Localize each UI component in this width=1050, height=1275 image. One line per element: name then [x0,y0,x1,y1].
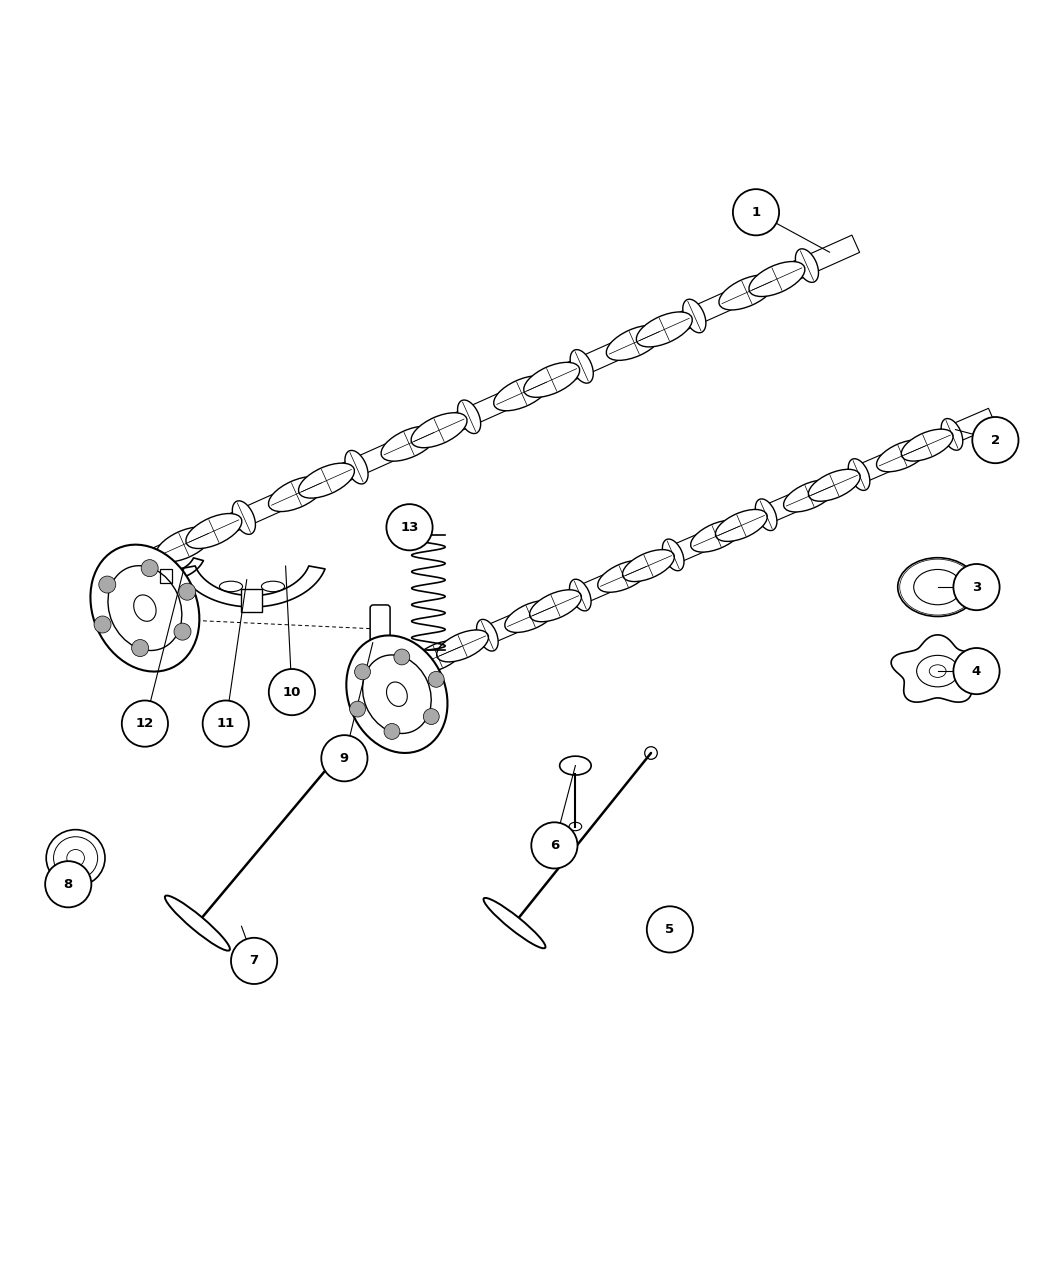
Ellipse shape [186,514,242,548]
Circle shape [386,504,433,551]
Text: 6: 6 [550,839,559,852]
Polygon shape [178,566,326,607]
Text: 7: 7 [250,955,258,968]
Circle shape [203,700,249,747]
Ellipse shape [682,300,706,333]
Text: 1: 1 [752,205,760,219]
Polygon shape [369,408,996,694]
Ellipse shape [437,630,488,662]
Ellipse shape [691,520,742,552]
Circle shape [94,616,111,632]
Ellipse shape [524,362,580,398]
Ellipse shape [412,413,467,448]
Text: 11: 11 [216,717,235,731]
Ellipse shape [381,426,437,462]
Polygon shape [128,558,204,580]
Ellipse shape [90,544,200,672]
Circle shape [953,648,1000,694]
Circle shape [531,822,578,868]
Ellipse shape [529,590,582,622]
Ellipse shape [808,469,860,501]
Ellipse shape [505,601,556,632]
Ellipse shape [483,898,546,949]
Circle shape [394,649,410,664]
Circle shape [141,560,159,576]
Ellipse shape [494,376,549,411]
Ellipse shape [165,895,230,951]
Text: 13: 13 [400,520,419,534]
Ellipse shape [749,261,805,297]
Ellipse shape [783,479,836,513]
Ellipse shape [901,430,953,462]
FancyBboxPatch shape [160,569,172,584]
Ellipse shape [796,249,819,282]
Ellipse shape [124,550,147,583]
Circle shape [178,583,195,601]
Ellipse shape [877,440,928,472]
Ellipse shape [477,620,498,652]
Ellipse shape [345,450,369,484]
Circle shape [45,861,91,908]
Ellipse shape [719,275,775,310]
Circle shape [384,723,400,740]
Ellipse shape [636,312,692,347]
Ellipse shape [458,400,481,434]
Polygon shape [101,235,860,588]
Circle shape [122,700,168,747]
Ellipse shape [941,418,963,450]
Ellipse shape [606,325,663,361]
Text: 4: 4 [972,664,981,677]
Text: 3: 3 [972,580,981,594]
Text: 10: 10 [282,686,301,699]
Ellipse shape [623,550,674,581]
Ellipse shape [560,756,591,775]
Text: 8: 8 [64,877,72,891]
Circle shape [428,672,444,687]
FancyBboxPatch shape [370,604,391,653]
Ellipse shape [155,527,212,562]
Ellipse shape [46,830,105,886]
Text: 12: 12 [135,717,154,731]
Circle shape [131,640,149,657]
Circle shape [355,664,371,680]
Ellipse shape [715,510,768,542]
Circle shape [174,623,191,640]
Ellipse shape [232,501,255,534]
Ellipse shape [346,635,447,754]
Circle shape [972,417,1018,463]
Circle shape [99,576,116,593]
Circle shape [423,709,439,724]
Ellipse shape [848,459,869,491]
Circle shape [231,938,277,984]
Ellipse shape [412,640,464,673]
Ellipse shape [898,557,978,617]
Ellipse shape [663,539,684,571]
Polygon shape [891,635,984,703]
Ellipse shape [597,560,650,593]
Text: 9: 9 [340,752,349,765]
Ellipse shape [269,477,324,511]
Ellipse shape [570,349,593,384]
Ellipse shape [386,658,408,690]
Circle shape [953,564,1000,611]
Text: 5: 5 [666,923,674,936]
Circle shape [321,736,368,782]
FancyBboxPatch shape [242,589,262,612]
Text: 2: 2 [991,434,1000,446]
Ellipse shape [298,463,355,499]
Circle shape [647,907,693,952]
Ellipse shape [569,579,591,611]
Circle shape [733,189,779,236]
Ellipse shape [755,499,777,530]
Circle shape [269,669,315,715]
Circle shape [350,701,365,717]
